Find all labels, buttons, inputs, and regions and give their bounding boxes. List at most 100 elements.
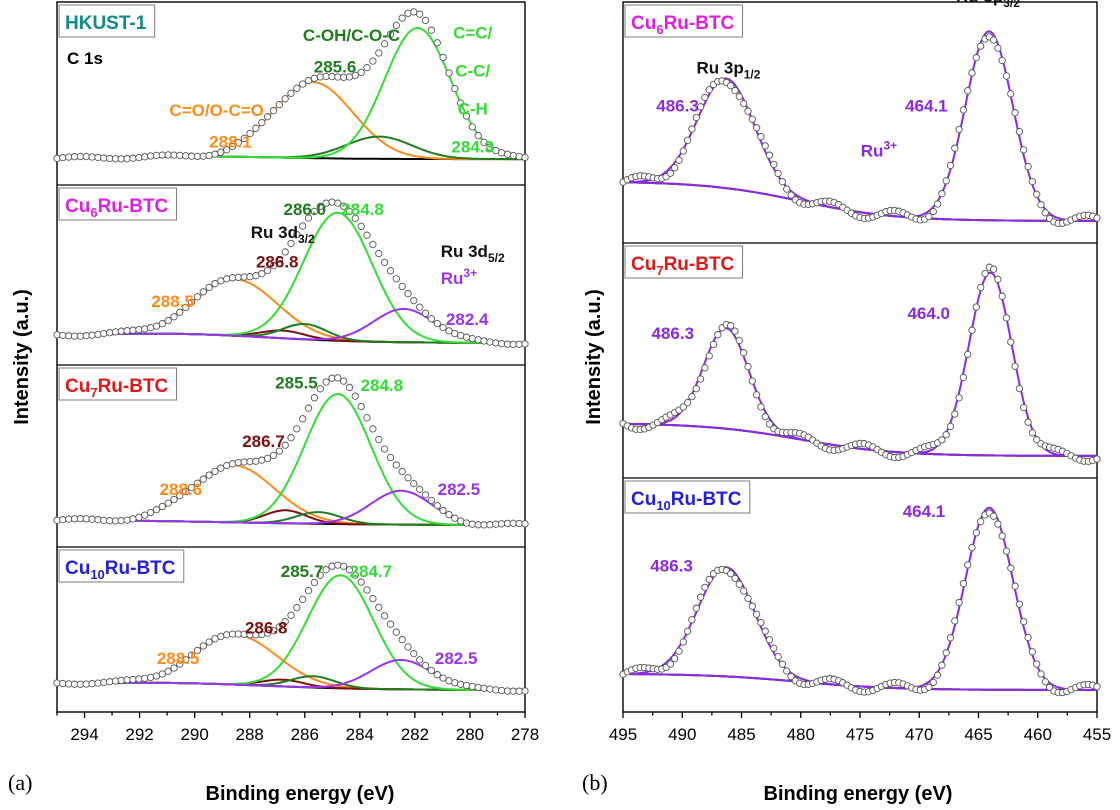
data-point	[709, 340, 718, 349]
data-point	[404, 9, 412, 17]
fit-component-c-c	[57, 574, 525, 691]
data-point	[170, 495, 178, 504]
data-point	[375, 435, 383, 444]
data-point	[1093, 455, 1101, 463]
data-point	[135, 153, 143, 162]
data-point	[246, 457, 254, 466]
data-point	[380, 258, 389, 267]
data-point	[427, 666, 436, 675]
data-point	[410, 479, 418, 488]
data-point	[439, 53, 447, 62]
data-point	[345, 566, 354, 574]
data-point	[433, 671, 441, 679]
peak-annotation: Ru3+	[861, 139, 897, 161]
data-point	[304, 214, 313, 222]
data-point	[258, 118, 266, 127]
sample-label-box	[58, 187, 178, 221]
data-point	[955, 598, 963, 607]
data-point	[263, 454, 272, 463]
data-point	[981, 269, 989, 278]
x-tick-label: 294	[70, 725, 98, 744]
data-point	[1002, 72, 1011, 80]
data-point	[304, 587, 313, 595]
data-point	[1041, 678, 1049, 686]
data-point	[946, 161, 955, 170]
spectrum-cu10ru-btc: Cu10Ru-BTC 486.3 464.1	[619, 480, 1101, 697]
peak-annotation: Ru 3p3/2	[956, 0, 1020, 10]
data-point	[258, 270, 266, 278]
spectrum-cu7ru-btc: Cu7Ru-BTC 285.5 284.8 286.7 288.6 282.5	[53, 367, 529, 529]
panel-a: 294 292 290 288 286 284 282 280 278 Binding energ…	[8, 1, 539, 805]
data-point	[445, 510, 453, 519]
data-point	[778, 178, 787, 186]
data-point	[946, 422, 955, 431]
data-point	[287, 239, 295, 248]
data-point	[199, 475, 207, 483]
x-tick-label: 480	[787, 725, 815, 744]
spectrum-cu7ru-btc: Cu7Ru-BTC 486.3 464.0	[619, 245, 1101, 466]
data-point	[972, 529, 980, 537]
data-point	[942, 649, 950, 657]
data-point	[369, 594, 377, 603]
data-point	[497, 686, 506, 695]
data-point	[701, 583, 709, 592]
data-point	[164, 667, 172, 675]
data-point	[989, 512, 998, 520]
data-point	[340, 202, 348, 210]
data-point	[692, 113, 700, 122]
peak-annotation: Ru 3p1/2	[697, 59, 761, 82]
data-point	[933, 671, 942, 679]
peak-annotation: 286.8	[245, 619, 288, 638]
data-point	[187, 152, 196, 160]
data-point	[211, 280, 219, 288]
panel-frame	[56, 1, 526, 713]
data-point	[740, 99, 748, 108]
data-point	[193, 646, 202, 655]
data-point	[1024, 162, 1032, 171]
data-point	[740, 349, 748, 357]
data-point	[964, 561, 972, 569]
peak-annotation: 464.1	[905, 96, 948, 115]
data-point	[486, 143, 494, 151]
peak-annotation: 486.3	[656, 96, 699, 115]
data-point	[269, 262, 278, 270]
data-point	[404, 643, 412, 651]
data-point	[135, 325, 143, 334]
data-point	[404, 474, 412, 482]
data-point	[688, 125, 696, 133]
sample-label-box	[58, 549, 185, 583]
data-point	[977, 42, 985, 50]
x-tick-label: 485	[727, 725, 755, 744]
peak-annotation: 284.8	[361, 376, 404, 395]
data-point	[757, 618, 765, 627]
peak-annotation: Ru 3d3/2	[251, 223, 315, 246]
data-point	[375, 249, 383, 258]
data-point	[731, 327, 739, 335]
data-point	[959, 373, 968, 382]
data-point	[421, 16, 430, 25]
data-point	[193, 479, 202, 487]
data-point	[88, 331, 96, 339]
peak-annotation: Ru 3d5/2	[441, 242, 505, 265]
data-point	[752, 124, 761, 132]
data-point	[410, 296, 418, 305]
data-point	[748, 115, 756, 123]
spectrum-cu6ru-btc: Cu6Ru-BTC 286.0 284.8 Ru 3d3/2 286.8 Ru 3d5/2…	[53, 187, 529, 349]
data-point	[1041, 209, 1049, 217]
data-point	[445, 327, 453, 335]
data-point	[269, 107, 278, 115]
data-point	[748, 602, 756, 610]
peak-annotation: 282.5	[438, 480, 481, 499]
data-point	[187, 483, 196, 492]
sample-label: HKUST-1	[65, 13, 147, 34]
x-tick-label: 282	[401, 725, 429, 744]
data-point	[70, 153, 79, 161]
data-point	[281, 248, 289, 256]
x-tick-label: 490	[668, 725, 696, 744]
data-point	[228, 460, 237, 468]
data-point	[972, 303, 980, 311]
data-point	[727, 82, 735, 90]
data-point	[744, 362, 752, 371]
sample-label-box	[624, 245, 744, 279]
data-point	[1037, 201, 1045, 209]
